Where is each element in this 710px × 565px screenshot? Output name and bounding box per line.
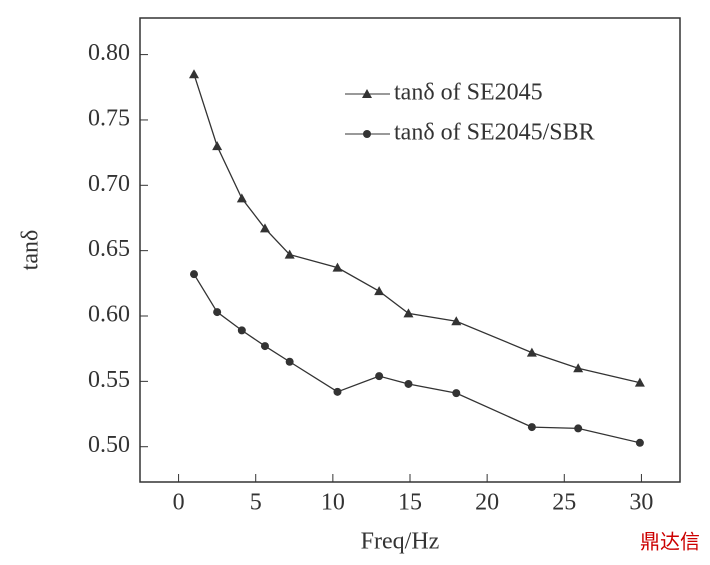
- x-tick-label: 30: [629, 490, 653, 516]
- x-tick-label: 5: [250, 490, 262, 516]
- y-tick-label: 0.50: [88, 432, 130, 458]
- point: [374, 286, 385, 296]
- x-tick-label: 10: [321, 490, 345, 516]
- legend-marker: [363, 130, 371, 138]
- point: [284, 249, 295, 259]
- series-line: [193, 74, 641, 384]
- point: [451, 316, 462, 326]
- point: [332, 262, 343, 272]
- point: [574, 424, 583, 433]
- point: [404, 379, 413, 388]
- legend-label: tanδ of SE2045/SBR: [394, 120, 595, 146]
- legend-marker: [362, 89, 372, 98]
- point: [237, 326, 246, 335]
- series-line: [193, 273, 641, 444]
- y-tick-label: 0.70: [88, 171, 130, 197]
- y-tick-label: 0.75: [88, 105, 130, 131]
- point: [190, 270, 198, 279]
- y-tick-label: 0.65: [88, 236, 130, 262]
- x-tick-label: 20: [475, 490, 499, 516]
- point: [212, 141, 223, 151]
- x-axis-label: Freq/Hz: [361, 529, 440, 555]
- point: [285, 357, 294, 366]
- point: [526, 347, 537, 357]
- y-tick-label: 0.60: [88, 302, 130, 328]
- point: [260, 342, 269, 351]
- point: [259, 223, 270, 233]
- point: [452, 389, 461, 398]
- y-axis-label: tanδ: [18, 230, 44, 271]
- point: [333, 387, 342, 396]
- x-tick-label: 25: [552, 490, 576, 516]
- y-tick-label: 0.55: [88, 367, 130, 393]
- point: [635, 438, 644, 447]
- y-tick-label: 0.80: [88, 40, 130, 66]
- point: [236, 193, 247, 203]
- x-tick-label: 0: [173, 490, 185, 516]
- point: [634, 377, 645, 387]
- point: [527, 423, 536, 432]
- point: [189, 69, 199, 79]
- watermark: 鼎达信: [640, 530, 700, 554]
- point: [213, 308, 222, 317]
- x-tick-label: 15: [398, 490, 422, 516]
- point: [403, 308, 414, 318]
- point: [375, 372, 384, 381]
- point: [573, 363, 584, 373]
- legend-label: tanδ of SE2045: [394, 80, 543, 106]
